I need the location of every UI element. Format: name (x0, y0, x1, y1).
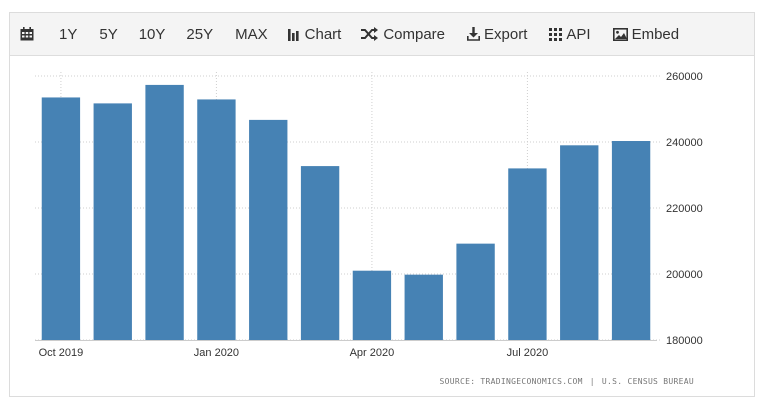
bar-dec-2019 (145, 84, 184, 340)
range-10y-label: 10Y (138, 25, 166, 43)
source-text: SOURCE: TRADINGECONOMICS.COM (439, 377, 583, 386)
y-tick-label: 260000 (666, 71, 703, 83)
embed-button[interactable]: Embed (612, 13, 680, 56)
range-1y-button[interactable]: 1Y (59, 13, 99, 56)
y-tick-label: 240000 (666, 137, 703, 149)
bar-apr-2020 (352, 270, 392, 340)
bar-aug-2020 (560, 145, 599, 340)
chart-widget: 1Y 5Y 10Y 25Y MAX Chart Compare Expo (9, 12, 755, 397)
range-5y-button[interactable]: 5Y (99, 13, 138, 56)
range-25y-label: 25Y (186, 25, 214, 43)
bar-oct-2019 (41, 97, 81, 340)
bar-jun-2020 (456, 243, 495, 340)
bar-chart-icon (287, 29, 299, 41)
download-icon (467, 27, 481, 41)
chart-button-label: Chart (304, 25, 342, 43)
compare-button-label: Compare (383, 25, 446, 43)
source-credit: SOURCE: TRADINGECONOMICS.COM | U.S. CENS… (440, 377, 695, 386)
range-5y-label: 5Y (99, 25, 118, 43)
bar-chart: 260000 240000 220000 200000 180000 Oct 2019 Ja… (35, 71, 703, 359)
y-tick-label: 220000 (666, 203, 703, 215)
bar-mar-2020 (300, 166, 340, 340)
bar-jan-2020 (197, 99, 236, 341)
x-tick-label: Jan 2020 (194, 347, 239, 359)
calendar-button[interactable] (10, 13, 59, 56)
y-tick-label: 200000 (666, 269, 703, 281)
bar-jul-2020 (508, 168, 547, 340)
x-tick-label: Oct 2019 (39, 347, 84, 359)
grid-icon (549, 27, 563, 41)
x-tick-label: Jul 2020 (507, 347, 549, 359)
chart-button[interactable]: Chart (287, 13, 362, 56)
x-tick-label: Apr 2020 (350, 347, 395, 359)
bar-nov-2019 (93, 103, 132, 340)
calendar-icon (20, 27, 34, 41)
bar-may-2020 (404, 274, 443, 340)
range-max-label: MAX (235, 25, 268, 43)
range-1y-label: 1Y (59, 25, 78, 43)
chart-toolbar: 1Y 5Y 10Y 25Y MAX Chart Compare Expo (10, 13, 754, 56)
api-button[interactable]: API (549, 13, 612, 56)
api-button-label: API (566, 25, 591, 43)
range-25y-button[interactable]: 25Y (186, 13, 235, 56)
source-publisher: U.S. CENSUS BUREAU (601, 377, 694, 386)
embed-button-label: Embed (631, 25, 680, 43)
export-button-label: Export (484, 25, 528, 43)
shuffle-icon (361, 27, 379, 41)
range-10y-button[interactable]: 10Y (139, 13, 187, 56)
bar-feb-2020 (249, 119, 288, 340)
bar-sep-2020 (611, 141, 651, 340)
range-max-button[interactable]: MAX (235, 13, 288, 56)
y-tick-label: 180000 (666, 335, 703, 347)
image-icon (612, 27, 628, 41)
source-separator: | (589, 377, 595, 386)
export-button[interactable]: Export (467, 13, 549, 56)
compare-button[interactable]: Compare (361, 13, 467, 56)
